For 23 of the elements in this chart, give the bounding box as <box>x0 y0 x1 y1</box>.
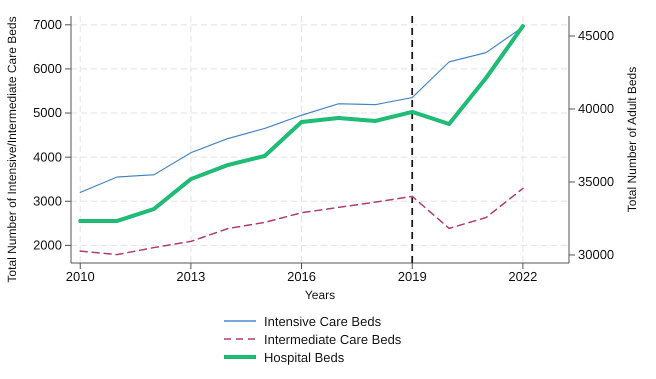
y-tick-label: 5000 <box>33 105 62 120</box>
y-tick-label: 4000 <box>33 149 62 164</box>
x-tick-label: 2016 <box>287 269 316 284</box>
x-tick-label: 2022 <box>508 269 538 284</box>
x-tick-label: 2019 <box>398 269 427 284</box>
y2-axis-title: Total Number of Adult Beds <box>625 66 639 212</box>
y2-tick-label: 40000 <box>578 101 614 116</box>
y2-tick-label: 45000 <box>578 28 614 44</box>
y-tick-label: 7000 <box>33 16 62 32</box>
legend-label: Intermediate Care Beds <box>264 332 402 347</box>
x-tick-label: 2010 <box>66 269 95 284</box>
legend-label: Intensive Care Beds <box>264 314 382 329</box>
y-tick-label: 3000 <box>33 193 62 208</box>
line-series <box>78 24 525 223</box>
y2-tick-label: 30000 <box>578 247 614 262</box>
y-axis-title: Total Number of Intensive/Intermediate Care Beds <box>5 16 19 283</box>
legend-label: Hospital Beds <box>264 350 345 365</box>
x-tick-label: 2013 <box>176 269 206 284</box>
y-tick-label: 6000 <box>33 61 62 76</box>
y-tick-label: 2000 <box>33 238 62 253</box>
x-axis-title: Years <box>304 288 336 302</box>
y2-tick-label: 35000 <box>578 174 614 190</box>
line-series <box>79 188 524 256</box>
